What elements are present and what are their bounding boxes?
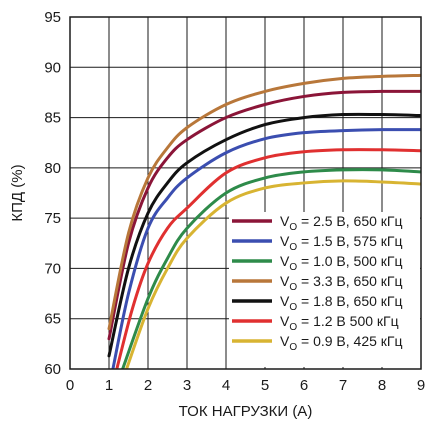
legend-label-sub: O [289,302,297,313]
x-tick-label-2: 2 [144,377,152,394]
x-tick-label-4: 4 [222,377,230,394]
legend-label-rest: = 1.2 В 500 кГц [297,313,399,329]
legend-label-rest: = 1.0 В, 500 кГц [297,253,402,269]
y-tick-label-4: 80 [44,160,61,177]
legend-label-rest: = 1.5 В, 575 кГц [297,233,402,249]
x-tick-label-0: 0 [66,377,74,394]
y-axis-ticks: 60 65 70 75 80 85 90 95 [44,9,61,378]
y-tick-label-1: 65 [44,311,61,328]
y-tick-label-2: 70 [44,260,61,277]
legend-label-rest: = 2.5 В, 650 кГц [297,213,402,229]
legend-label-3: VO = 3.3 В, 650 кГц [280,273,403,293]
legend-label-main: V [280,233,290,249]
x-axis-ticks: 0 1 2 3 4 5 6 7 8 9 [66,377,425,394]
legend-label-sub: O [289,322,297,333]
series-line-0 [107,89,421,341]
legend-label-2: VO = 1.0 В, 500 кГц [280,253,403,273]
series-line-1 [111,128,421,369]
legend-label-main: V [280,213,290,229]
y-tick-label-7: 95 [44,9,61,26]
x-tick-label-7: 7 [339,377,347,394]
legend-label-main: V [280,253,290,269]
legend-label-sub: O [289,242,297,253]
legend-label-0: VO = 2.5 В, 650 кГц [280,213,403,233]
y-tick-label-6: 90 [44,59,61,76]
legend-label-sub: O [289,222,297,233]
x-axis-label: ТОК НАГРУЗКИ (А) [179,403,313,420]
x-tick-label-3: 3 [183,377,191,394]
series-line-6 [125,179,421,369]
legend-label-main: V [280,273,290,289]
y-tick-label-5: 85 [44,110,61,127]
y-axis-label: КПД (%) [9,164,26,221]
legend-label-1: VO = 1.5 В, 575 кГц [280,233,403,253]
legend-label-sub: O [289,282,297,293]
legend-label-4: VO = 1.8 В, 650 кГц [280,293,403,313]
legend-label-main: V [280,293,290,309]
legend-label-rest: = 1.8 В, 650 кГц [297,293,402,309]
x-tick-label-9: 9 [417,377,425,394]
legend-label-main: V [280,333,290,349]
x-tick-label-1: 1 [105,377,113,394]
legend-label-6: VO = 0.9 В, 425 кГц [280,333,403,353]
x-tick-label-6: 6 [300,377,308,394]
legend-label-rest: = 3.3 В, 650 кГц [297,273,402,289]
series-line-2 [121,168,421,369]
x-tick-label-5: 5 [261,377,269,394]
y-tick-label-3: 75 [44,210,61,227]
series-line-3 [107,73,421,331]
plot-frame [69,16,422,370]
y-tick-label-0: 60 [44,361,61,378]
legend-label-rest: = 0.9 В, 425 кГц [297,333,402,349]
legend-label-sub: O [289,342,297,353]
legend-label-5: VO = 1.2 В 500 кГц [280,313,399,333]
series-lines [107,73,421,369]
legend-label-main: V [280,313,290,329]
legend-label-sub: O [289,262,297,273]
x-tick-label-8: 8 [378,377,386,394]
series-line-4 [107,112,421,358]
series-line-5 [115,148,421,369]
